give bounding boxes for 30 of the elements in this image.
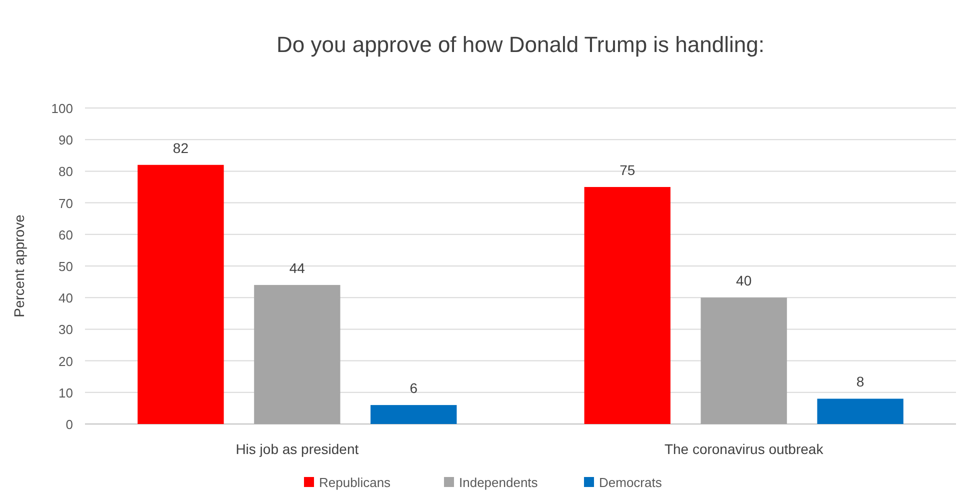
y-tick-label: 100 [51, 101, 73, 116]
legend-label: Republicans [319, 475, 392, 490]
data-label: 44 [289, 260, 306, 276]
bar [700, 298, 787, 424]
bar [370, 405, 457, 424]
bar [584, 187, 670, 424]
data-label: 82 [172, 140, 189, 156]
data-label: 75 [620, 162, 636, 178]
y-tick-label: 20 [58, 354, 73, 369]
y-tick-label: 50 [58, 259, 73, 274]
y-tick-label: 80 [58, 164, 73, 180]
y-tick-label: 90 [58, 132, 73, 148]
legend-label: Democrats [599, 475, 662, 490]
chart-title: Do you approve of how Donald Trump is handling: [276, 32, 764, 57]
legend-label: Independents [459, 475, 538, 490]
data-label: 6 [410, 380, 418, 396]
data-label: 8 [856, 374, 864, 390]
y-axis-title: Percent approve [11, 214, 27, 318]
y-tick-label: 0 [66, 417, 73, 432]
y-tick-label: 70 [58, 196, 73, 211]
bar [138, 164, 224, 424]
y-tick-label: 30 [58, 322, 73, 338]
bar [817, 398, 904, 424]
y-tick-label: 60 [58, 227, 73, 242]
y-tick-label: 40 [58, 290, 73, 306]
x-tick-label: The coronavirus outbreak [664, 441, 824, 457]
x-tick-label: His job as president [236, 441, 359, 457]
bar [254, 284, 340, 424]
y-tick-label: 10 [58, 385, 73, 400]
data-label: 40 [736, 272, 752, 289]
